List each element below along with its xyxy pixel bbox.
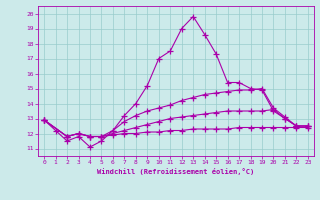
X-axis label: Windchill (Refroidissement éolien,°C): Windchill (Refroidissement éolien,°C) [97, 168, 255, 175]
